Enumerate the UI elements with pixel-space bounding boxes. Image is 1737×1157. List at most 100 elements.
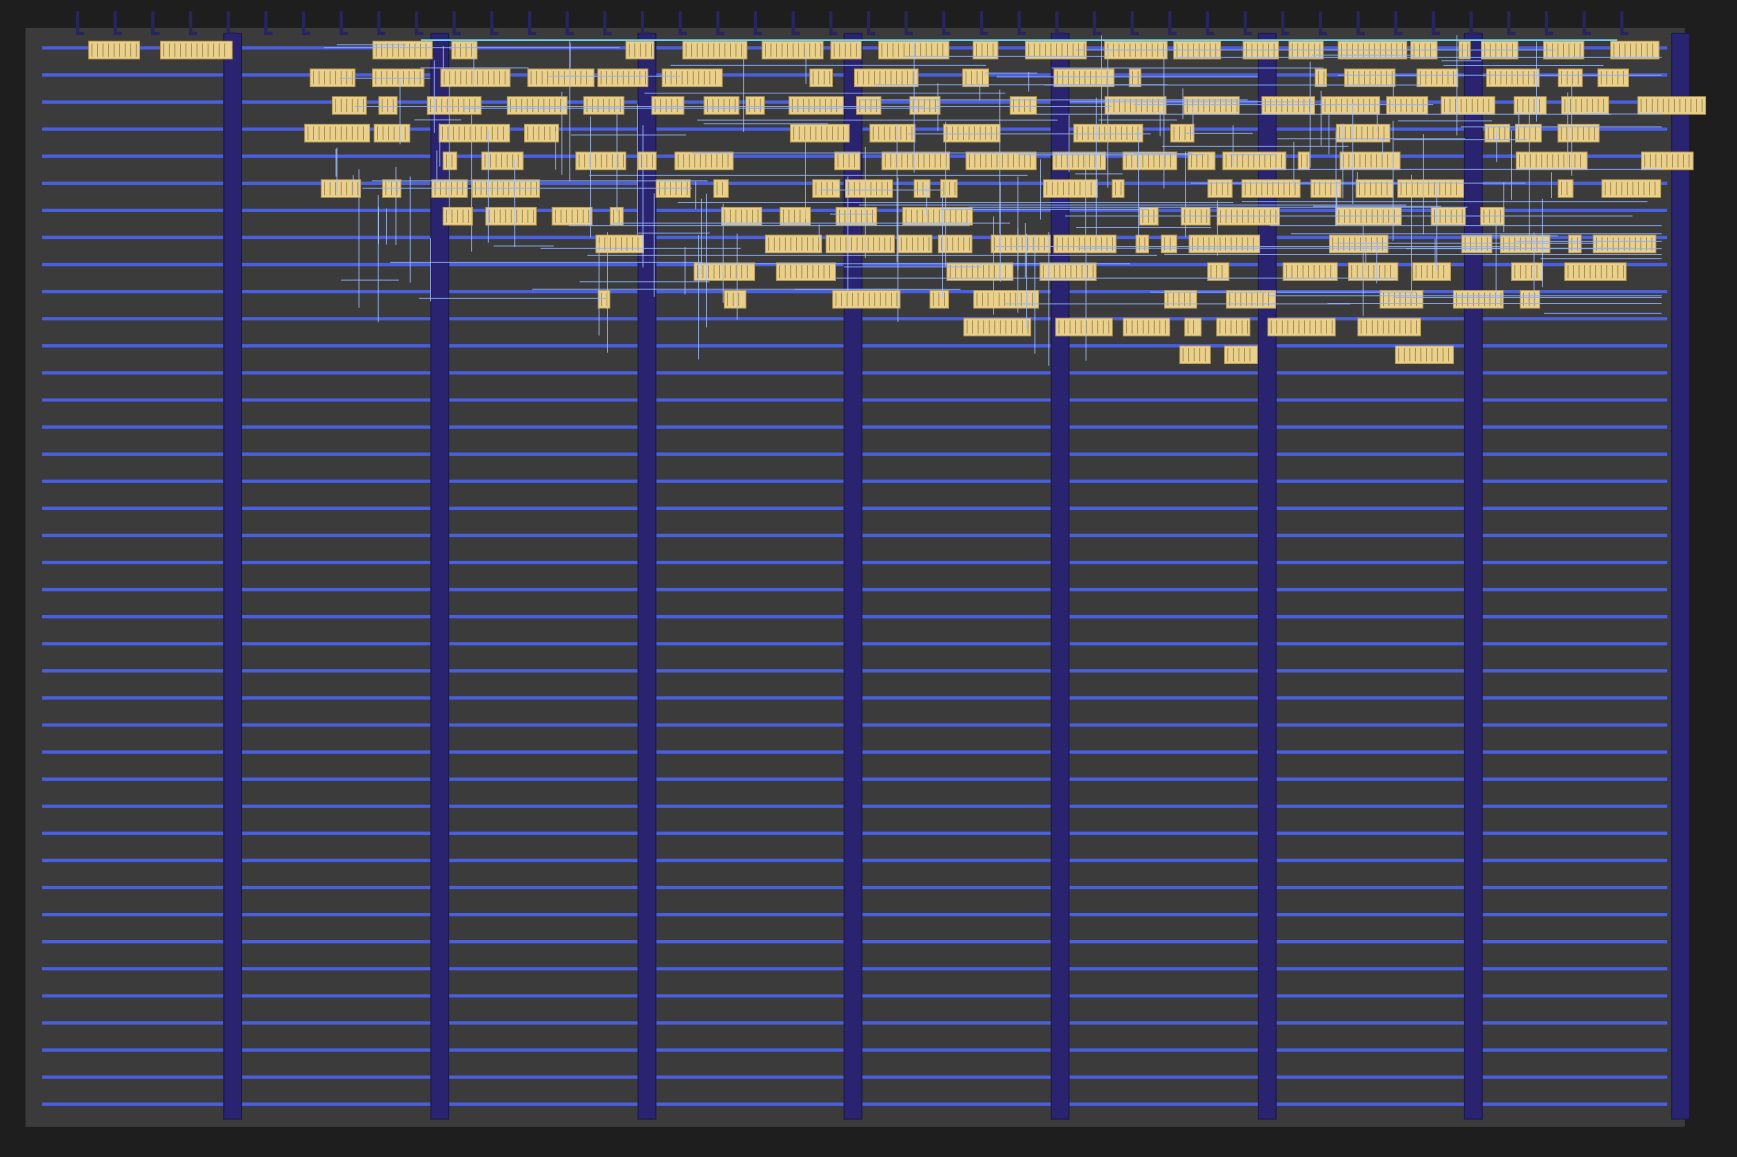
cell xyxy=(856,96,882,115)
pin xyxy=(151,11,160,36)
cell xyxy=(1122,317,1171,337)
pin xyxy=(1055,11,1064,36)
cell xyxy=(597,68,649,88)
cell xyxy=(990,234,1051,254)
pin xyxy=(377,11,386,36)
stripe xyxy=(1463,32,1483,1120)
cell xyxy=(937,234,973,254)
cell xyxy=(426,96,482,115)
pin xyxy=(1092,11,1102,36)
cell xyxy=(761,40,824,60)
cell xyxy=(1043,179,1098,198)
cell xyxy=(440,68,511,88)
pin xyxy=(1507,11,1516,36)
pin xyxy=(603,11,612,36)
cell xyxy=(1224,345,1258,365)
stripe xyxy=(1671,32,1690,1120)
cell xyxy=(1052,151,1107,171)
pin xyxy=(1431,11,1441,36)
pin xyxy=(678,11,687,36)
cell xyxy=(1486,68,1540,88)
cell xyxy=(963,317,1032,337)
cell xyxy=(965,151,1037,171)
cell xyxy=(575,151,627,171)
cell xyxy=(1297,151,1310,171)
cell xyxy=(825,234,895,254)
cell xyxy=(940,179,958,198)
cell xyxy=(723,290,747,309)
cell xyxy=(373,123,411,143)
cell xyxy=(160,40,233,60)
cell xyxy=(1568,234,1582,254)
pin xyxy=(716,11,725,36)
pin xyxy=(1544,11,1554,36)
cell xyxy=(1511,262,1544,281)
cell xyxy=(651,96,685,115)
cell xyxy=(372,40,433,60)
pin xyxy=(1243,11,1252,36)
cell xyxy=(1355,179,1394,198)
cell xyxy=(775,262,836,281)
pin xyxy=(942,11,951,36)
cell xyxy=(1610,40,1660,60)
cell xyxy=(1416,68,1459,88)
pin xyxy=(979,11,989,36)
stripe xyxy=(430,32,450,1120)
cell xyxy=(1515,151,1588,171)
pin xyxy=(188,11,198,36)
cell xyxy=(1188,234,1261,254)
pin xyxy=(1205,11,1215,36)
cell xyxy=(1557,179,1574,198)
cell xyxy=(451,40,478,60)
pin xyxy=(301,11,311,36)
cell xyxy=(713,179,729,198)
cell xyxy=(1397,179,1465,198)
cell xyxy=(1386,96,1429,115)
cell xyxy=(527,68,595,88)
pin xyxy=(75,11,85,36)
pin xyxy=(113,11,122,36)
cell xyxy=(1207,262,1230,281)
pin xyxy=(490,11,499,36)
cell xyxy=(913,179,931,198)
pin xyxy=(1620,11,1629,36)
cell xyxy=(1282,262,1338,281)
cell xyxy=(1314,68,1328,88)
cell xyxy=(1053,68,1115,88)
cell xyxy=(1484,123,1511,143)
cell xyxy=(1637,96,1707,115)
pin xyxy=(264,11,273,36)
pin xyxy=(753,11,763,36)
cell xyxy=(1335,123,1391,143)
pin xyxy=(1582,11,1591,36)
cell xyxy=(1347,262,1399,281)
cell xyxy=(597,290,611,309)
cell xyxy=(909,96,941,115)
cell xyxy=(506,96,568,115)
pin xyxy=(866,11,876,36)
pin xyxy=(1130,11,1139,36)
cell xyxy=(962,68,989,88)
cell xyxy=(812,179,841,198)
cell xyxy=(1561,96,1610,115)
cell xyxy=(703,96,740,115)
cell xyxy=(869,123,916,143)
cell xyxy=(1261,96,1316,115)
cell xyxy=(1207,179,1233,198)
routing xyxy=(323,35,1662,366)
pin xyxy=(1469,11,1478,36)
cell xyxy=(809,68,833,88)
pin xyxy=(1394,11,1403,36)
cell xyxy=(1179,345,1211,365)
pin xyxy=(829,11,838,36)
cell xyxy=(442,151,458,171)
cell xyxy=(1183,96,1240,115)
pin xyxy=(1017,11,1026,36)
cell xyxy=(788,96,844,115)
cell xyxy=(1440,96,1496,115)
cell xyxy=(661,68,723,88)
cell xyxy=(1128,68,1142,88)
pin xyxy=(565,11,574,36)
